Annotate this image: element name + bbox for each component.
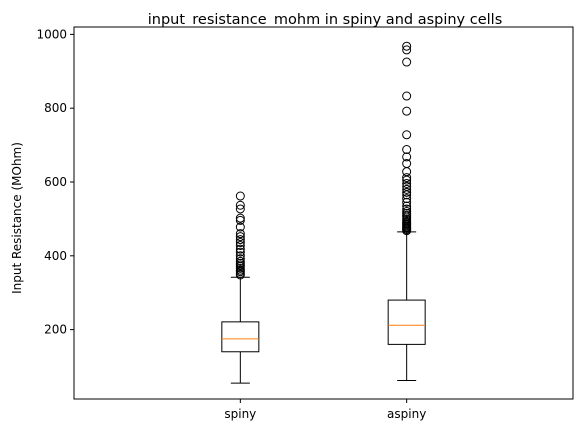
outlier-point <box>402 204 412 214</box>
outlier-point <box>235 256 245 266</box>
y-tick-label: 600 <box>44 175 67 189</box>
outlier-point <box>235 229 245 239</box>
outlier-point <box>235 235 245 245</box>
outlier-point <box>402 130 412 140</box>
box-iqr <box>387 299 426 345</box>
outlier-point <box>402 178 412 188</box>
outlier-point <box>235 247 245 257</box>
outlier-point <box>402 91 412 101</box>
outlier-point <box>402 181 412 191</box>
outlier-point <box>402 152 412 162</box>
outlier-point <box>402 207 412 217</box>
outlier-point <box>402 184 412 194</box>
outlier-point <box>402 201 412 211</box>
y-tick-label: 400 <box>44 249 67 263</box>
outlier-point <box>235 254 245 264</box>
y-tick-label: 800 <box>44 101 67 115</box>
outlier-point <box>235 191 245 201</box>
outlier-point <box>235 240 245 250</box>
x-tick-label: aspiny <box>387 407 426 421</box>
outlier-point <box>402 187 412 197</box>
outlier-point <box>235 222 245 232</box>
outlier-point <box>402 173 412 183</box>
outlier-point <box>235 200 245 210</box>
outlier-point <box>402 57 412 67</box>
outlier-point <box>235 204 245 214</box>
outlier-point <box>402 145 412 155</box>
outlier-point <box>402 106 412 116</box>
y-tick-label: 200 <box>44 323 67 337</box>
y-tick-label: 1000 <box>36 27 67 41</box>
plot-layer: 200 400 600 800 1000 spiny aspiny <box>36 27 426 421</box>
box-iqr <box>221 321 260 353</box>
y-axis-label: Input Resistance (MOhm) <box>10 142 24 294</box>
outlier-point <box>402 41 412 51</box>
outlier-point <box>402 194 412 204</box>
outlier-point <box>235 232 245 242</box>
x-tick-label: spiny <box>224 407 256 421</box>
outlier-point <box>235 215 245 225</box>
outlier-point <box>402 45 412 55</box>
outlier-point <box>402 197 412 207</box>
outlier-point <box>235 244 245 254</box>
outlier-point <box>235 238 245 248</box>
chart-title: input_resistance_mohm in spiny and aspin… <box>148 12 503 28</box>
outlier-point <box>235 251 245 261</box>
plot-frame <box>73 26 574 400</box>
outlier-point <box>402 159 412 169</box>
outlier-point <box>235 213 245 223</box>
